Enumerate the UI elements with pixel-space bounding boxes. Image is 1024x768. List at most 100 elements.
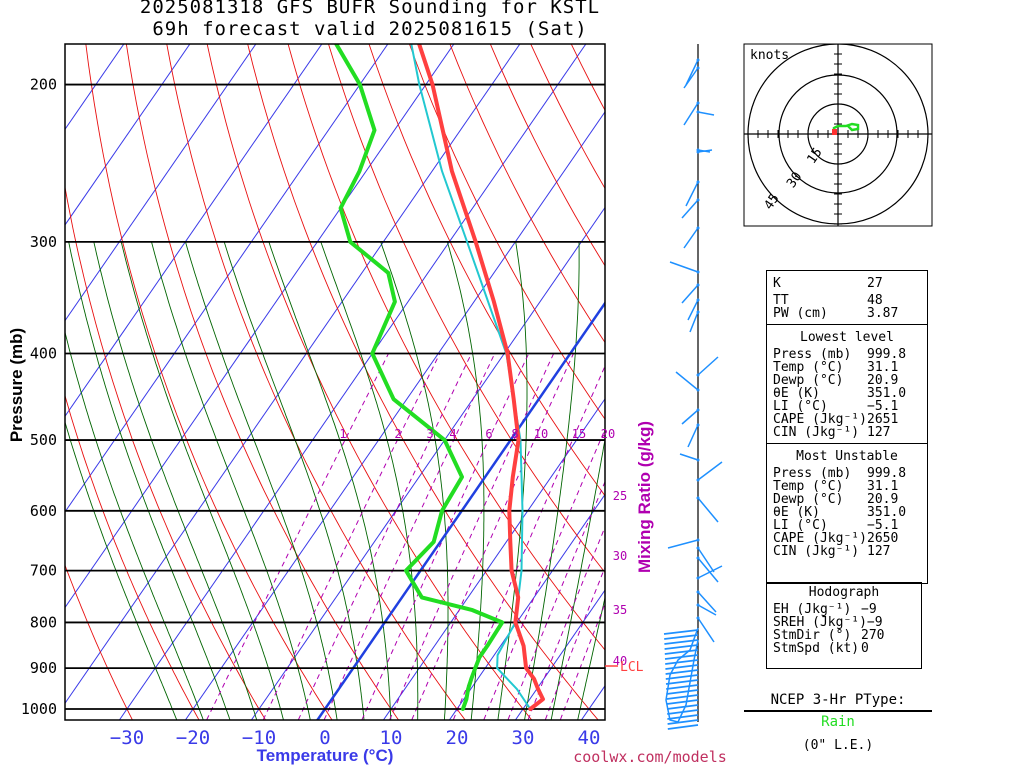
most-unstable-label: θE (K) [773,505,820,520]
pressure-tick-label: 500 [30,431,57,449]
parcel-trace [410,44,532,710]
moist-adiabat [550,436,605,720]
most-unstable-label: Temp (°C) [773,479,844,494]
pressure-tick-label: 900 [30,659,57,677]
wind-barb [663,629,699,635]
dry-adiabat [489,44,605,267]
lowest-level-row: LI (°C) −5.1 [767,400,927,413]
dry-adiabat [65,394,200,720]
watermark: coolwx.com/models [573,748,727,766]
wind-barbs [663,44,723,730]
temperature-tick-label: −10 [242,727,276,749]
dry-adiabat [368,44,605,497]
wind-barb [697,149,713,153]
hodograph-param-row: StmDir (°) 270 [767,629,921,642]
wind-barb [666,704,699,710]
wind-barb [665,674,699,680]
mixing-ratio-tick-label: 1 [339,427,346,441]
mixing-ratio-axis-label: Mixing Ratio (g/kg) [635,421,654,573]
wind-barb [685,181,699,207]
moist-adiabat [185,241,338,720]
most-unstable-label: CIN (Jkg⁻¹) [773,544,860,559]
wind-barb [683,67,699,89]
most-unstable-row: Temp (°C) 31.1 [767,480,927,493]
most-unstable-value: 127 [867,544,891,559]
hodograph-param-row: EH (Jkg⁻¹) −9 [767,603,921,616]
mixing-ratio-tick-label: 35 [613,603,627,617]
traces [333,44,545,711]
dry-adiabat [65,184,267,720]
most-unstable-label: CAPE (Jkg⁻¹) [773,531,867,546]
wind-barb [675,371,699,391]
x-axis-label: Temperature (°C) [257,746,394,765]
wind-barb [697,617,715,643]
wind-barb [681,284,699,304]
hodograph-trace [832,122,860,134]
pressure-tick-label: 1000 [21,700,57,718]
temperature-tick-label: 30 [512,727,535,749]
lowest-level-label: LI (°C) [773,399,828,414]
wind-barb [666,699,699,705]
lowest-level-value: 351.0 [867,386,907,401]
most-unstable-row: Dewp (°C) 20.9 [767,493,927,506]
index-k: K 27 [773,276,883,291]
dry-adiabat [166,44,466,720]
hodo-ring-30: 30 [784,169,805,190]
ptype-value: Rain [821,714,855,730]
mixing-ratio-line [361,353,530,720]
pressure-tick-label: 200 [30,76,57,94]
hodograph-param-value: 270 [861,628,885,643]
most-unstable-value: 31.1 [867,479,899,494]
pressure-tick-label: 800 [30,613,57,631]
hodograph-param-value: −9 [861,602,877,617]
temperature-tick-label: −20 [176,727,210,749]
wind-barb [697,497,719,523]
hodograph-units: knots [750,48,789,63]
dry-adiabat [530,44,605,190]
dry-adiabat [65,563,133,720]
temperature-tick-label: 10 [380,727,403,749]
hodo-ring-15: 15 [804,145,825,166]
lowest-level-row: θE (K) 351.0 [767,387,927,400]
mixing-ratio-line [507,480,605,720]
dewpoint-trace [333,44,505,711]
wind-barb [666,684,699,690]
wind-barb [667,539,699,549]
hodograph-params-panel: Hodograph EH (Jkg⁻¹) −9 SREH (Jkg⁻¹) −9 StmD… [766,582,922,669]
pressure-tick-label: 700 [30,562,57,580]
wind-barb [665,659,699,665]
wind-barb [697,461,723,481]
most-unstable-value: 351.0 [867,505,907,520]
most-unstable-row: LI (°C) −5.1 [767,519,927,532]
wind-barb [664,649,699,655]
moist-adiabat [497,241,528,720]
pressure-tick-label: 300 [30,233,57,251]
most-unstable-title: Most Unstable [796,449,898,464]
lowest-level-label: Press (mb) [773,347,852,362]
moist-adiabat [65,330,204,720]
dry-adiabat [927,0,1024,728]
mixing-ratio-tick-label: 8 [511,427,518,441]
isotherm [65,44,455,609]
wind-barb [697,604,717,616]
lowest-level-value: 127 [867,425,891,440]
mixing-ratio-tick-label: 15 [572,427,586,441]
dry-adiabat [287,44,605,651]
chart-subtitle: 69h forecast valid 2025081615 (Sat) [152,18,588,40]
most-unstable-row: θE (K) 351.0 [767,506,927,519]
lowest-level-label: θE (K) [773,386,820,401]
lowest-level-row: CIN (Jkg⁻¹) 127 [767,426,927,439]
moist-adiabat [446,241,485,720]
wind-barb [689,311,699,333]
ptype-title: NCEP 3-Hr PType: [770,692,906,708]
wind-barb [681,409,699,425]
wind-barb [679,453,699,461]
temperature-tick-label: 40 [578,727,601,749]
pressure-tick-label: 600 [30,502,57,520]
mixing-ratio-line [389,353,555,720]
wind-barb [667,724,699,730]
hodograph-param-label: SREH (Jkg⁻¹) [773,615,867,630]
mixing-ratio-line [262,353,441,720]
index-tt: TT 48 [773,293,883,308]
mixing-ratio-line [411,353,574,720]
